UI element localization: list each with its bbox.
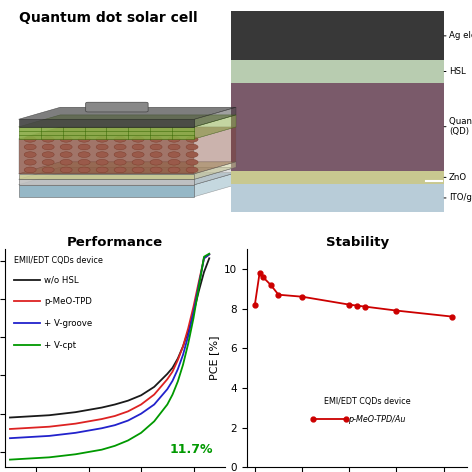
Text: p-MeO-TPD/Au: p-MeO-TPD/Au [348,415,406,424]
Circle shape [42,152,54,158]
Circle shape [78,167,90,173]
Circle shape [42,160,54,165]
Text: + V-groove: + V-groove [44,319,93,328]
Circle shape [186,136,198,142]
Circle shape [96,167,108,173]
Text: HSL: HSL [444,67,465,76]
Circle shape [24,167,36,173]
Bar [231,184,444,212]
Polygon shape [18,107,236,119]
Polygon shape [194,115,236,139]
Circle shape [24,144,36,150]
Title: Stability: Stability [326,236,389,249]
Circle shape [96,160,108,165]
Polygon shape [18,162,236,174]
Text: ITO/glass: ITO/glass [444,194,472,202]
Circle shape [78,160,90,165]
Circle shape [60,160,72,165]
FancyBboxPatch shape [86,102,148,112]
Circle shape [24,136,36,142]
Polygon shape [194,127,236,174]
Circle shape [60,167,72,173]
Circle shape [42,167,54,173]
Bar [231,171,444,184]
Circle shape [186,167,198,173]
Circle shape [168,167,180,173]
Text: EMII/EDT CQDs device: EMII/EDT CQDs device [14,256,102,265]
Circle shape [78,144,90,150]
Circle shape [60,152,72,158]
Polygon shape [194,173,236,197]
Circle shape [168,160,180,165]
Circle shape [186,144,198,150]
Polygon shape [194,162,236,179]
Bar [231,60,444,83]
Circle shape [60,144,72,150]
Circle shape [150,167,162,173]
Polygon shape [194,107,236,127]
Circle shape [96,144,108,150]
Circle shape [186,160,198,165]
Circle shape [150,136,162,142]
Circle shape [132,136,144,142]
Polygon shape [18,185,194,197]
Circle shape [114,136,126,142]
Y-axis label: PCE [%]: PCE [%] [209,336,219,380]
Text: Ag electrodes: Ag electrodes [444,31,472,40]
Circle shape [186,152,198,158]
Circle shape [132,167,144,173]
Polygon shape [18,179,194,185]
Title: Performance: Performance [67,236,163,249]
Circle shape [132,144,144,150]
Polygon shape [18,127,236,139]
Circle shape [168,136,180,142]
Circle shape [78,152,90,158]
Text: ZnO: ZnO [444,173,467,182]
Circle shape [60,136,72,142]
Text: Quantum dot
(QD): Quantum dot (QD) [444,117,472,136]
Circle shape [42,136,54,142]
Circle shape [78,136,90,142]
Circle shape [42,144,54,150]
Polygon shape [18,174,194,179]
Circle shape [132,160,144,165]
Text: 11.7%: 11.7% [170,443,213,456]
Circle shape [168,144,180,150]
Polygon shape [194,167,236,185]
Text: p-MeO-TPD: p-MeO-TPD [44,297,92,306]
Circle shape [114,152,126,158]
Text: Quantum dot solar cell: Quantum dot solar cell [18,11,197,25]
Text: EMI/EDT CQDs device: EMI/EDT CQDs device [324,397,411,406]
Polygon shape [18,119,194,127]
Circle shape [96,136,108,142]
Circle shape [150,144,162,150]
Polygon shape [18,167,236,179]
Circle shape [150,160,162,165]
Circle shape [132,152,144,158]
Polygon shape [18,139,194,174]
Circle shape [114,167,126,173]
Text: + V-cpt: + V-cpt [44,341,76,350]
Text: w/o HSL: w/o HSL [44,275,79,284]
Circle shape [150,152,162,158]
Circle shape [24,160,36,165]
Bar [231,83,444,171]
Circle shape [24,152,36,158]
Polygon shape [18,173,236,185]
Circle shape [114,144,126,150]
Circle shape [168,152,180,158]
Polygon shape [18,127,194,139]
Bar [231,11,444,60]
Polygon shape [18,115,236,127]
Circle shape [96,152,108,158]
Circle shape [114,160,126,165]
